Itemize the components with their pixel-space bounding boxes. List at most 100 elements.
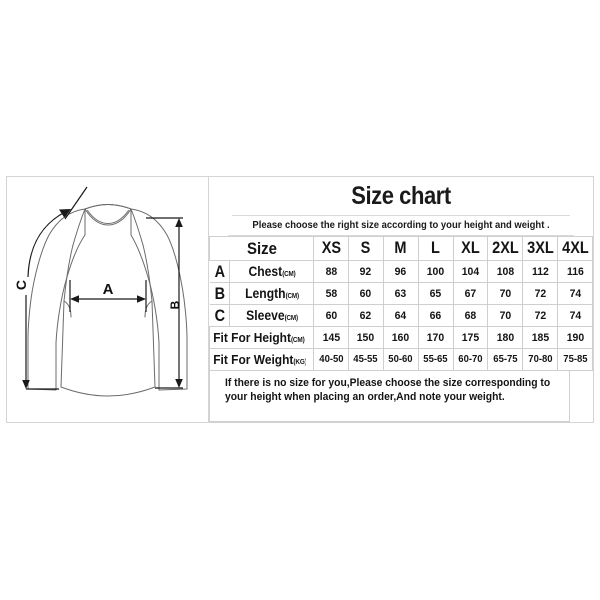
cell-sleeve-s: 62: [348, 304, 383, 327]
cell-chest-3xl: 112: [523, 260, 558, 283]
cell-weight-3xl: 70-80: [523, 348, 558, 371]
row-label-fit-weight-text: Fit For Weight: [212, 352, 293, 367]
row-unit-chest: (CM): [281, 271, 296, 278]
row-label-length-text: Length: [244, 286, 286, 301]
cell-weight-2xl: 65-75: [488, 348, 523, 371]
measurement-label-b: B: [168, 300, 182, 309]
cell-height-3xl: 185: [523, 326, 558, 349]
sleeve-curve-arrowhead: [59, 209, 71, 218]
cell-sleeve-4xl: 74: [558, 304, 593, 327]
shirt-left-sleeve: [27, 208, 86, 391]
length-arrowhead-top: [175, 218, 183, 227]
page-title: Size chart: [232, 177, 570, 216]
cell-length-2xl: 70: [488, 282, 523, 305]
cell-weight-xl: 60-70: [453, 348, 488, 371]
row-label-chest-text: Chest: [247, 264, 282, 279]
length-arrowhead-bottom: [175, 379, 183, 388]
size-table-panel: Size chart Please choose the right size …: [209, 177, 593, 422]
cell-weight-l: 55-65: [418, 348, 453, 371]
cell-chest-xs: 88: [313, 260, 348, 283]
size-header-label: Size: [215, 236, 308, 261]
footer-note-line1: If there is no size for you,Please choos…: [224, 377, 551, 389]
column-header-s: S: [350, 236, 382, 261]
cell-height-xl: 175: [453, 326, 488, 349]
row-unit-fit-weight: (KG): [292, 359, 306, 366]
cell-height-4xl: 190: [558, 326, 593, 349]
cell-height-s: 150: [348, 326, 383, 349]
cell-length-l: 65: [418, 282, 453, 305]
cell-height-m: 160: [383, 326, 418, 349]
row-unit-fit-height: (CM): [290, 337, 305, 344]
chest-arrowhead-right: [137, 295, 146, 303]
measurement-label-a: A: [103, 281, 114, 298]
cell-sleeve-xs: 60: [313, 304, 348, 327]
cell-sleeve-xl: 68: [453, 304, 488, 327]
cell-weight-xs: 40-50: [313, 348, 348, 371]
garment-diagram-panel: A B C: [7, 177, 209, 422]
cell-height-l: 170: [418, 326, 453, 349]
long-sleeve-shirt-diagram: A B C: [13, 186, 188, 397]
row-label-chest: Chest(CM): [233, 260, 310, 283]
cell-length-m: 63: [383, 282, 418, 305]
cell-sleeve-m: 64: [383, 304, 418, 327]
sleeve-pointer-line: [64, 186, 88, 220]
row-label-fit-weight: Fit For Weight(KG): [209, 348, 306, 371]
shirt-left-seam: [63, 300, 72, 318]
cell-length-s: 60: [348, 282, 383, 305]
row-marker-c: C: [211, 304, 229, 327]
row-unit-sleeve: (CM): [284, 315, 298, 322]
column-header-xl: XL: [454, 236, 487, 261]
cell-height-xs: 145: [313, 326, 348, 349]
cell-height-2xl: 180: [488, 326, 523, 349]
sleeve-curve: [27, 210, 68, 278]
footer-note-line2: your height when placing an order,And no…: [224, 391, 505, 403]
cell-weight-4xl: 75-85: [558, 348, 593, 371]
row-unit-length: (CM): [285, 293, 299, 300]
table-row: C Sleeve(CM) 60 62 64 66 68 70 72 74: [210, 304, 593, 327]
cell-length-3xl: 72: [523, 282, 558, 305]
row-label-sleeve-text: Sleeve: [245, 308, 285, 323]
cell-length-xs: 58: [313, 282, 348, 305]
measurement-label-c: C: [13, 280, 29, 290]
cell-chest-m: 96: [383, 260, 418, 283]
column-header-xs: XS: [315, 236, 347, 261]
size-chart-container: A B C Size chart Please choose the right…: [6, 176, 594, 423]
cell-chest-xl: 104: [453, 260, 488, 283]
table-row: Fit For Height(CM) 145 150 160 170 175 1…: [209, 326, 593, 349]
cell-length-xl: 67: [453, 282, 488, 305]
table-header-row: Size XS S M L XL 2XL 3XL 4XL: [210, 236, 593, 261]
column-header-l: L: [419, 236, 452, 261]
shirt-right-seam: [144, 300, 153, 318]
row-marker-a: A: [211, 260, 229, 283]
table-row: A Chest(CM) 88 92 96 100 104 108 112 116: [210, 260, 593, 283]
shirt-right-sleeve: [130, 208, 188, 391]
column-header-2xl: 2XL: [489, 236, 522, 261]
cell-chest-2xl: 108: [488, 260, 523, 283]
footer-note: If there is no size for you,Please choos…: [209, 371, 570, 422]
shirt-neckline-inner: [87, 210, 129, 224]
table-row: Fit For Weight(KG) 40-50 45-55 50-60 55-…: [209, 348, 593, 371]
column-header-4xl: 4XL: [559, 236, 591, 261]
row-label-fit-height-text: Fit For Height: [212, 330, 291, 345]
chest-arrowhead-left: [70, 295, 79, 303]
sleeve-arrowhead-bottom: [22, 380, 30, 389]
chart-subtitle: Please choose the right size according t…: [228, 216, 574, 236]
cell-length-4xl: 74: [558, 282, 593, 305]
cell-chest-l: 100: [418, 260, 453, 283]
cell-weight-m: 50-60: [383, 348, 418, 371]
cell-sleeve-2xl: 70: [488, 304, 523, 327]
column-header-3xl: 3XL: [524, 236, 556, 261]
size-table: Size XS S M L XL 2XL 3XL 4XL A Chest(CM): [209, 236, 593, 371]
row-label-length: Length(CM): [233, 282, 310, 305]
cell-weight-s: 45-55: [348, 348, 383, 371]
column-header-m: M: [384, 236, 417, 261]
row-label-sleeve: Sleeve(CM): [233, 304, 310, 327]
table-row: B Length(CM) 58 60 63 65 67 70 72 74: [210, 282, 593, 305]
row-marker-b: B: [211, 282, 229, 305]
row-label-fit-height: Fit For Height(CM): [209, 326, 306, 349]
cell-sleeve-3xl: 72: [523, 304, 558, 327]
cell-sleeve-l: 66: [418, 304, 453, 327]
cell-chest-s: 92: [348, 260, 383, 283]
shirt-neckline-outer: [84, 204, 132, 226]
